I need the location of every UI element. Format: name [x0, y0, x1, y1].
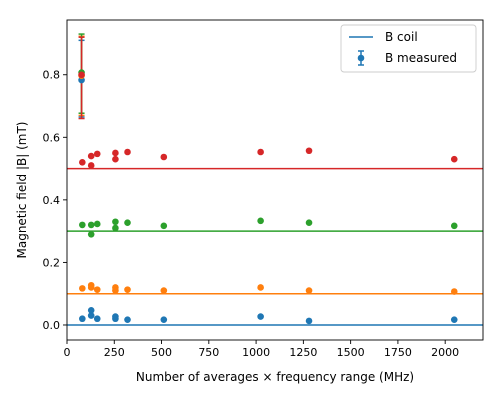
data-point — [93, 315, 101, 323]
y-tick-label: 0.2 — [43, 256, 61, 269]
data-point — [450, 288, 458, 295]
data-point — [78, 71, 85, 79]
legend-box — [340, 24, 477, 73]
data-point — [124, 219, 131, 226]
y-tick-label: 0.6 — [43, 131, 61, 144]
legend-point-marker — [357, 54, 365, 62]
legend: B coil B measured — [340, 24, 477, 73]
x-tick-label: 250 — [104, 346, 125, 359]
x-tick-label: 2000 — [431, 346, 459, 359]
x-tick-label: 0 — [64, 346, 71, 359]
axes: 0 250 500 750 1000 1250 1500 1750 2000 0.0 0.2 0.4 0… — [43, 19, 484, 359]
data-point — [87, 306, 95, 314]
data-point — [112, 155, 119, 163]
data-point — [450, 222, 458, 230]
data-point — [257, 217, 264, 225]
x-tick-label: 750 — [198, 346, 219, 359]
data-point — [112, 218, 119, 226]
data-point — [305, 287, 313, 294]
y-axis-label: Magnetic field |B| (mT) — [15, 122, 29, 259]
data-point — [160, 153, 168, 161]
data-point — [79, 285, 86, 292]
data-point — [93, 150, 101, 158]
x-tick-label: 1000 — [242, 346, 270, 359]
data-point — [93, 286, 101, 293]
data-point — [305, 147, 313, 155]
data-point — [79, 221, 86, 229]
x-tick-label: 500 — [151, 346, 172, 359]
data-point — [257, 148, 264, 156]
data-point — [79, 315, 86, 323]
data-point — [79, 159, 86, 166]
y-tick-label: 0.8 — [43, 69, 61, 82]
data-point — [87, 221, 95, 229]
legend-label: B measured — [385, 51, 457, 65]
data-point — [87, 162, 95, 169]
y-tick-label: 0.4 — [43, 194, 61, 207]
data-point — [124, 316, 131, 323]
data-point — [160, 287, 168, 294]
x-tick-label: 1500 — [337, 346, 365, 359]
x-axis-label: Number of averages × frequency range (MH… — [136, 370, 414, 384]
data-point — [112, 149, 119, 157]
data-point — [450, 316, 458, 323]
data-point — [160, 222, 168, 230]
y-tick-label: 0.0 — [43, 319, 61, 332]
data-point — [450, 155, 458, 163]
x-tick-label: 1250 — [289, 346, 317, 359]
axes-frame — [66, 19, 484, 341]
data-point — [305, 219, 313, 226]
data-point — [112, 313, 119, 320]
data-point — [93, 220, 101, 228]
data-point — [112, 287, 119, 294]
data-point — [87, 152, 95, 160]
data-point — [87, 230, 95, 238]
data-point — [160, 316, 168, 323]
plot-area — [67, 33, 483, 326]
legend-label: B coil — [385, 30, 418, 44]
x-tick-label: 1750 — [384, 346, 412, 359]
data-point — [112, 224, 119, 232]
data-point — [124, 148, 131, 156]
data-point — [305, 317, 313, 325]
data-point — [87, 284, 95, 291]
data-point — [257, 313, 264, 320]
data-point — [87, 312, 95, 319]
data-point — [257, 284, 264, 291]
data-point — [124, 286, 131, 293]
